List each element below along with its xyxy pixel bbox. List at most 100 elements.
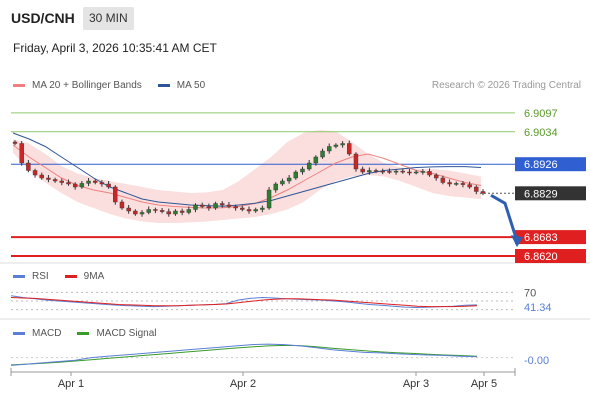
candle-body <box>393 170 399 173</box>
rsi-legend-label: RSI <box>32 271 49 282</box>
candle-body <box>206 206 212 209</box>
candle-body <box>313 156 319 164</box>
candle-body <box>300 168 305 173</box>
macd-signal-legend-label: MACD Signal <box>96 328 157 339</box>
rsi-current-value: 41.34 <box>524 302 552 314</box>
candle-body <box>52 179 58 182</box>
macd-current-value: -0.00 <box>524 355 549 367</box>
candle-body <box>126 207 131 212</box>
candle-body <box>260 207 265 210</box>
pivot-tag <box>515 157 586 172</box>
ma20-legend-label: MA 20 + Bollinger Bands <box>32 80 142 91</box>
support-tag <box>515 249 586 263</box>
candle-body <box>86 180 91 184</box>
candle-body <box>306 162 312 170</box>
candle-body <box>420 171 426 173</box>
candle-body <box>113 186 118 203</box>
candle-body <box>199 204 205 207</box>
candle-body <box>460 183 466 185</box>
candle-body <box>173 210 178 215</box>
macd-legend-label: MACD <box>32 328 62 339</box>
macd-line <box>10 343 478 366</box>
x-tick-label: Apr 1 <box>58 378 84 390</box>
candle-body <box>380 170 385 173</box>
candle-body <box>39 174 44 179</box>
level-label: 6.9097 <box>524 108 558 120</box>
candle-body <box>66 182 71 185</box>
candle-body <box>159 210 165 212</box>
candle-body <box>440 177 446 183</box>
candle-body <box>280 180 285 185</box>
candle-body <box>26 162 31 171</box>
rsi-tick-70: 70 <box>524 287 536 299</box>
candle-body <box>266 189 272 209</box>
candle-body <box>340 143 345 146</box>
candle-body <box>166 211 171 215</box>
candle-body <box>367 170 372 173</box>
candle-body <box>139 212 145 215</box>
level-pivot-2: 6.8926 <box>11 157 586 172</box>
interval-badge[interactable]: 30 MIN <box>83 7 134 30</box>
x-tick-label: Apr 5 <box>471 378 497 390</box>
rsi-legend: RSI 9MA <box>13 271 120 282</box>
support-tag <box>515 230 586 245</box>
level-last-3: 6.8829 <box>480 186 586 201</box>
candle-body <box>333 144 339 147</box>
macd-legend: MACD MACD Signal <box>13 328 172 339</box>
candle-body <box>79 183 85 188</box>
candle-body <box>226 204 232 207</box>
candle-body <box>246 209 252 212</box>
candle-body <box>32 170 38 176</box>
macd-signal-line <box>10 344 478 366</box>
rsi-9ma-line <box>10 297 478 308</box>
x-tick-label: Apr 2 <box>230 378 256 390</box>
rsi-line <box>10 295 478 309</box>
candle-body <box>153 209 158 211</box>
projection-arrowhead <box>511 235 523 248</box>
candle-body <box>99 182 105 185</box>
candle-body <box>400 170 405 173</box>
ma50-legend-swatch <box>157 84 170 87</box>
candle-body <box>293 171 298 179</box>
candle-body <box>407 171 412 174</box>
ma20-line <box>12 144 482 209</box>
candle-body <box>106 183 111 188</box>
candle-body <box>320 150 325 158</box>
candle-body <box>59 180 64 183</box>
candle-body <box>213 203 218 209</box>
candle-body <box>46 177 51 180</box>
candle-body <box>146 209 151 213</box>
candle-body <box>253 209 258 212</box>
candle-body <box>467 184 472 188</box>
candle-body <box>480 191 486 194</box>
candle-body <box>233 206 238 209</box>
candle-body <box>413 171 419 174</box>
candle-body <box>347 143 352 155</box>
rsi9ma-legend-label: 9MA <box>83 271 105 282</box>
projection-arrow <box>490 193 519 242</box>
level-support-4: 6.8683 <box>11 230 586 245</box>
candle-body <box>353 153 359 170</box>
x-tick-label: Apr 3 <box>403 378 429 390</box>
candle-body <box>327 146 332 152</box>
research-credit: Research © 2026 Trading Central <box>431 80 581 91</box>
level-resistance-1: 6.9034 <box>11 127 558 139</box>
candle-body <box>133 210 138 215</box>
candle-body <box>179 210 185 213</box>
level-label: 6.8683 <box>524 232 558 244</box>
candle-body <box>193 204 198 210</box>
candle-body <box>186 209 192 213</box>
candle-body <box>273 183 278 191</box>
candle-body <box>93 180 98 183</box>
candle-body <box>19 143 24 164</box>
level-label: 6.8620 <box>524 251 558 263</box>
candle-body <box>240 207 245 210</box>
datetime-label: Friday, April 3, 2026 10:35:41 AM CET <box>13 41 217 55</box>
candle-body <box>454 183 459 185</box>
candle-body <box>427 171 432 176</box>
level-resistance-0: 6.9097 <box>11 108 558 120</box>
candle-body <box>12 141 18 144</box>
main-legend: MA 20 + Bollinger Bands MA 50 <box>13 80 221 91</box>
rsi9ma-legend-swatch <box>64 275 77 278</box>
